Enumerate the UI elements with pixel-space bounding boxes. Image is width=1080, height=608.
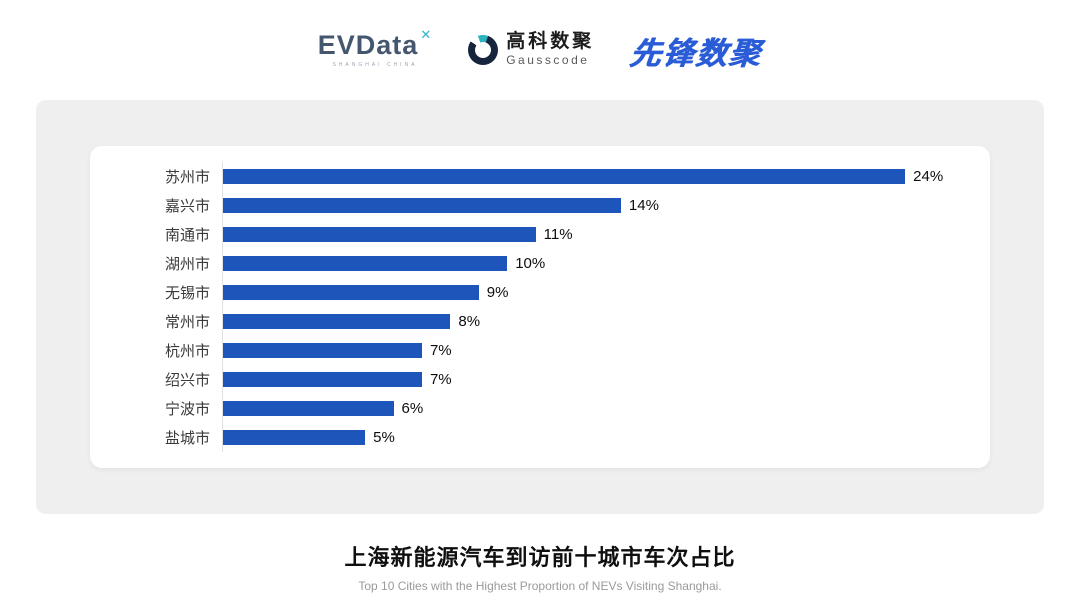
chart-card: 苏州市 24% 嘉兴市 14% 南通市 11% 湖州市 10% 无锡市 9% 常州市 8% 杭州市 7% 绍… <box>90 146 990 468</box>
bar-row: 宁波市 6% <box>110 394 962 423</box>
bar-track: 24% <box>222 162 962 191</box>
category-label: 杭州市 <box>164 343 210 360</box>
bar-row: 南通市 11% <box>110 220 962 249</box>
bar <box>223 401 394 416</box>
category-label: 绍兴市 <box>164 372 210 389</box>
value-label: 7% <box>429 342 452 359</box>
bar <box>223 227 536 242</box>
bar <box>223 169 906 184</box>
evdata-logo: EVData ✕ SHANGHAI CHINA <box>317 28 432 68</box>
bar-track: 7% <box>222 336 962 365</box>
xianfeng-shuju-logo: 先锋数聚 <box>628 35 764 71</box>
chart-subtitle: Top 10 Cities with the Highest Proportio… <box>358 579 722 593</box>
category-label: 常州市 <box>164 314 210 331</box>
bar <box>223 256 508 271</box>
gausscode-en-label: Gausscode <box>506 53 590 68</box>
category-label: 湖州市 <box>164 256 210 273</box>
bar-row: 湖州市 10% <box>110 249 962 278</box>
bar-row: 常州市 8% <box>110 307 962 336</box>
bar-track: 10% <box>222 249 962 278</box>
value-label: 5% <box>373 429 395 446</box>
chart-panel: 苏州市 24% 嘉兴市 14% 南通市 11% 湖州市 10% 无锡市 9% 常州市 8% 杭州市 7% 绍… <box>36 100 1044 514</box>
bar-track: 5% <box>222 423 962 452</box>
gausscode-circle-icon <box>468 34 499 65</box>
value-label: 24% <box>913 168 944 185</box>
bar <box>223 430 366 445</box>
bar-track: 7% <box>222 365 962 394</box>
chart-title: 上海新能源汽车到访前十城市车次占比 <box>344 545 736 570</box>
footer: 上海新能源汽车到访前十城市车次占比 Top 10 Cities with the… <box>0 540 1080 593</box>
bar-track: 8% <box>222 307 962 336</box>
bar <box>223 343 422 358</box>
gausscode-logo: 高科数聚 Gausscode <box>468 32 594 67</box>
value-label: 8% <box>458 313 481 330</box>
value-label: 14% <box>628 197 659 214</box>
bar-row: 绍兴市 7% <box>110 365 962 394</box>
gausscode-cn-label: 高科数聚 <box>506 31 595 53</box>
bar-track: 9% <box>222 278 962 307</box>
bar-track: 11% <box>222 220 962 249</box>
bar <box>223 285 479 300</box>
bar <box>223 314 451 329</box>
header: EVData ✕ SHANGHAI CHINA 高科数聚 Gausscode 先锋… <box>0 0 1080 100</box>
value-label: 10% <box>515 255 546 272</box>
value-label: 11% <box>543 226 573 243</box>
value-label: 7% <box>429 371 452 388</box>
category-label: 盐城市 <box>164 430 210 447</box>
bar-track: 6% <box>222 394 962 423</box>
category-label: 宁波市 <box>164 401 210 418</box>
evdata-x-icon: ✕ <box>420 27 433 42</box>
category-label: 南通市 <box>164 227 210 244</box>
bar-track: 14% <box>222 191 962 220</box>
bar-row: 无锡市 9% <box>110 278 962 307</box>
bar <box>223 198 621 213</box>
bar-row: 杭州市 7% <box>110 336 962 365</box>
bar-row: 苏州市 24% <box>110 162 962 191</box>
category-label: 嘉兴市 <box>164 198 210 215</box>
value-label: 9% <box>486 284 509 301</box>
bar-row: 嘉兴市 14% <box>110 191 962 220</box>
category-label: 苏州市 <box>164 169 210 186</box>
bar-rows: 苏州市 24% 嘉兴市 14% 南通市 11% 湖州市 10% 无锡市 9% 常州市 8% 杭州市 7% 绍… <box>110 162 962 452</box>
evdata-wordmark: EVData <box>317 30 419 60</box>
bar <box>223 372 422 387</box>
category-label: 无锡市 <box>164 285 210 302</box>
value-label: 6% <box>401 400 424 417</box>
bar-row: 盐城市 5% <box>110 423 962 452</box>
evdata-subtext: SHANGHAI CHINA <box>332 62 418 68</box>
